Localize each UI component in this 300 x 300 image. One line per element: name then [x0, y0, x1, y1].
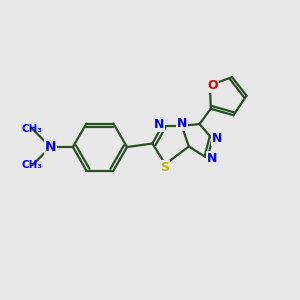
Text: CH₃: CH₃	[22, 160, 43, 170]
Text: N: N	[207, 152, 217, 165]
Text: S: S	[160, 160, 169, 174]
Text: N: N	[212, 132, 222, 145]
Text: N: N	[177, 117, 187, 130]
Text: N: N	[45, 140, 56, 154]
Text: N: N	[154, 118, 164, 131]
Text: CH₃: CH₃	[22, 124, 43, 134]
Text: O: O	[207, 79, 217, 92]
